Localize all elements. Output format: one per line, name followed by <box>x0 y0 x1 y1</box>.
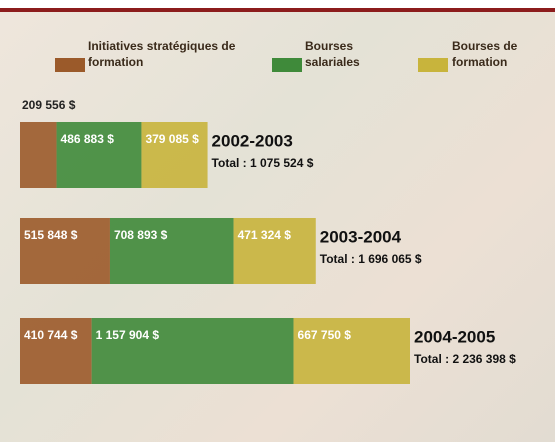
page: 209 556 $ 486 883 $ 379 085 $ 2002-2003 Tota… <box>0 0 555 442</box>
legend-label: Bourses de formation <box>452 38 532 70</box>
value-label: 667 750 $ <box>298 328 352 342</box>
total-label: Total : 2 236 398 $ <box>414 352 516 366</box>
total-label: Total : 1 696 065 $ <box>320 252 422 266</box>
value-label: 708 893 $ <box>114 228 168 242</box>
legend-swatch <box>272 58 302 72</box>
value-label: 471 324 $ <box>238 228 292 242</box>
value-label: 486 883 $ <box>61 132 115 146</box>
legend-swatch <box>418 58 448 72</box>
value-label: 209 556 $ <box>22 98 76 112</box>
category-label: 2002-2003 <box>212 131 293 150</box>
bar-segment <box>20 122 57 188</box>
total-label: Total : 1 075 524 $ <box>212 156 314 170</box>
legend-swatch <box>55 58 85 72</box>
value-label: 515 848 $ <box>24 228 78 242</box>
value-label: 379 085 $ <box>145 132 199 146</box>
value-label: 410 744 $ <box>24 328 78 342</box>
category-label: 2004-2005 <box>414 327 495 346</box>
legend-label: Bourses salariales <box>305 38 380 70</box>
top-rule <box>0 8 555 12</box>
value-label: 1 157 904 $ <box>96 328 160 342</box>
category-label: 2003-2004 <box>320 227 402 246</box>
legend-label: Initiatives stratégiques de formation <box>88 38 248 70</box>
